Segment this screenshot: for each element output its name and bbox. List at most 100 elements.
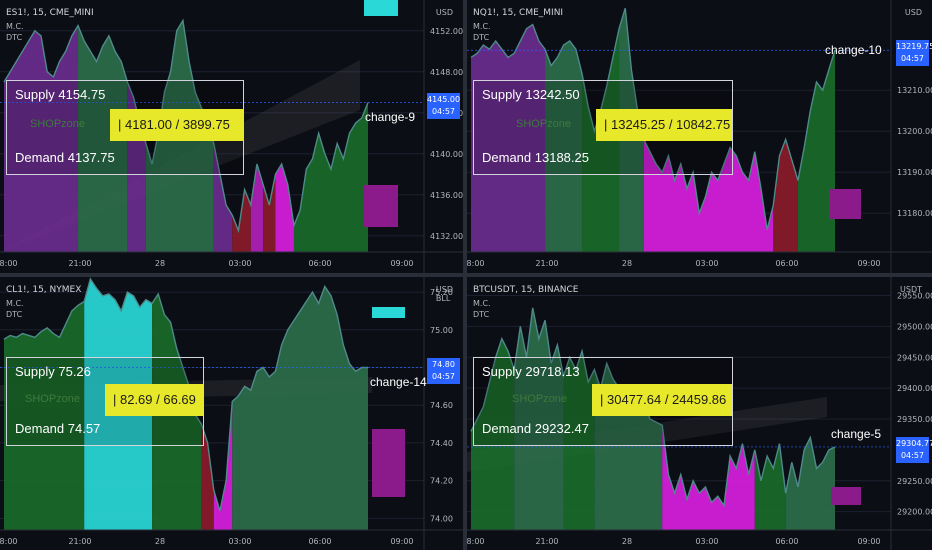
chart-canvas: 75.20 75.00 74.80 74.60 74.40 74.20 74.00 18:00… [0, 277, 463, 550]
y-tick-label: 75.00 [430, 326, 453, 335]
zone-label: SHOPzone [25, 393, 81, 405]
last-price-tag: 29304.77 04:57 [896, 436, 932, 463]
symbol-title[interactable]: ES1!, 15, CME_MINI [6, 8, 94, 18]
y-tick-label: 4136.00 [430, 191, 463, 200]
last-price-value: 74.80 [432, 359, 455, 369]
last-price-value: 4145.00 [427, 94, 461, 104]
y-tick-label: 74.20 [430, 477, 453, 486]
x-tick-label: 06:00 [775, 259, 798, 268]
indicator-label[interactable]: M.C. [473, 299, 491, 308]
demand-zone-marker [831, 487, 861, 505]
x-tick-label: 21:00 [68, 537, 91, 546]
y-tick-label: 74.00 [430, 514, 453, 523]
area-segment [263, 174, 276, 252]
chart-panel-2[interactable]: 13210.00 13200.00 13190.00 13180.00 18:00 21:… [467, 0, 932, 273]
zone-band: SHOPzone | 13245.25 / 10842.75 [474, 109, 732, 141]
supply-demand-box: Supply 75.26 SHOPzone | 82.69 / 66.69 Deman… [6, 357, 204, 446]
supply-zone-marker [372, 307, 405, 318]
zone-label: SHOPzone [512, 393, 568, 405]
change-label: change-9 [365, 110, 416, 124]
x-tick-label: 06:00 [308, 537, 331, 546]
indicator-label[interactable]: M.C. [473, 22, 491, 31]
zone-band: SHOPzone | 4181.00 / 3899.75 [7, 109, 243, 141]
symbol-title[interactable]: CL1!, 15, NYMEX [6, 285, 82, 295]
y-tick-label: 29550.00 [897, 292, 932, 301]
last-price-tag: 74.80 04:57 [427, 357, 460, 384]
symbol-title[interactable]: BTCUSDT, 15, BINANCE [473, 285, 579, 295]
bar-countdown: 04:57 [431, 371, 456, 381]
chart-panel-3[interactable]: 75.20 75.00 74.80 74.60 74.40 74.20 74.00 18:00… [0, 277, 463, 550]
indicator-label[interactable]: M.C. [6, 22, 24, 31]
symbol-title[interactable]: NQ1!, 15, CME_MINI [473, 8, 564, 18]
demand-text: Demand 74.57 [15, 421, 101, 436]
supply-demand-box: Supply 29718.13 SHOPzone | 30477.64 / 2445… [473, 357, 733, 446]
area-segment [78, 25, 128, 252]
y-tick-label: 4152.00 [430, 27, 463, 36]
area-segment [213, 401, 233, 530]
y-tick-label: 74.60 [430, 401, 453, 410]
currency-unit: USD BLL [435, 285, 453, 303]
area-segment [563, 351, 595, 530]
y-tick-label: 29250.00 [897, 477, 932, 486]
demand-text: Demand 4137.75 [15, 150, 115, 165]
y-tick-label: 4148.00 [430, 68, 463, 77]
x-tick-label: 06:00 [775, 537, 798, 546]
chart-panel-4[interactable]: 29550.00 29500.00 29450.00 29400.00 29350.00… [467, 277, 932, 550]
indicator-label[interactable]: DTC [6, 33, 23, 42]
area-segment [797, 50, 835, 252]
change-label: change-5 [831, 427, 882, 441]
zone-label: SHOPzone [516, 118, 572, 130]
zone-band: SHOPzone | 30477.64 / 24459.86 [474, 384, 732, 416]
area-segment [545, 41, 583, 252]
x-tick-label: 03:00 [695, 537, 718, 546]
bar-countdown: 04:57 [431, 106, 456, 116]
area-segment [662, 425, 755, 530]
supply-text: Supply 4154.75 [15, 87, 106, 102]
area-segment [232, 189, 251, 252]
area-segment [293, 102, 368, 252]
x-tick-label: 28 [155, 537, 165, 546]
indicator-label[interactable]: M.C. [6, 299, 24, 308]
price-line [470, 7, 836, 230]
chart-panel-1[interactable]: 4152.004148.004144.004140.004136.004132.… [0, 0, 463, 273]
y-tick-label: 4132.00 [430, 232, 463, 241]
price-line [470, 307, 836, 508]
supply-zone-marker [364, 0, 398, 16]
x-tick-label: 18:00 [0, 259, 18, 268]
last-price-tag: 4145.00 04:57 [427, 92, 461, 119]
x-tick-label: 28 [155, 259, 165, 268]
x-tick-label: 09:00 [857, 259, 880, 268]
indicator-label[interactable]: DTC [6, 310, 23, 319]
y-tick-label: 13180.00 [897, 209, 932, 218]
x-tick-label: 09:00 [390, 537, 413, 546]
x-tick-label: 28 [622, 537, 632, 546]
bar-countdown: 04:57 [900, 450, 925, 460]
x-tick-label: 21:00 [535, 537, 558, 546]
indicator-label[interactable]: DTC [473, 310, 490, 319]
demand-zone-marker [829, 189, 861, 219]
x-tick-label: 21:00 [68, 259, 91, 268]
y-tick-label: 29500.00 [897, 322, 932, 331]
supply-demand-box: Supply 13242.50 SHOPzone | 13245.25 / 1084… [473, 80, 733, 175]
area-segment [785, 437, 835, 530]
change-label: change-14 [370, 375, 427, 389]
area-segment [471, 338, 515, 530]
supply-demand-box: Supply 4154.75 SHOPzone | 4181.00 / 3899.7… [6, 80, 244, 175]
x-tick-label: 18:00 [0, 537, 18, 546]
x-tick-label: 09:00 [857, 537, 880, 546]
demand-text: Demand 29232.47 [482, 421, 589, 436]
last-price-tag: 13219.75 04:57 [896, 40, 932, 67]
horizontal-divider[interactable] [0, 273, 932, 277]
y-tick-label: 29200.00 [897, 508, 932, 517]
currency-unit: USD [435, 8, 453, 17]
currency-unit: USDT [900, 285, 922, 294]
x-tick-label: 18:00 [467, 259, 485, 268]
area-segment [514, 307, 564, 530]
demand-zone-marker [372, 429, 405, 497]
x-tick-label: 03:00 [228, 537, 251, 546]
last-price-value: 29304.77 [896, 438, 932, 448]
area-segment [201, 424, 214, 530]
x-tick-label: 21:00 [535, 259, 558, 268]
y-tick-label: 29350.00 [897, 415, 932, 424]
indicator-label[interactable]: DTC [473, 33, 490, 42]
